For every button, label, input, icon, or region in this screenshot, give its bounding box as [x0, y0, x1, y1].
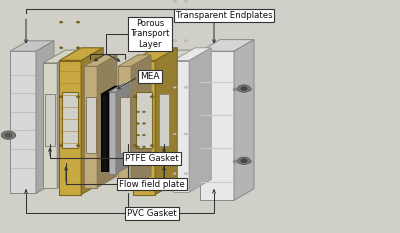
Circle shape	[76, 96, 80, 98]
Circle shape	[150, 21, 154, 23]
Polygon shape	[118, 55, 151, 66]
Polygon shape	[136, 92, 152, 148]
Polygon shape	[108, 86, 122, 171]
Polygon shape	[81, 48, 103, 195]
Polygon shape	[101, 94, 108, 171]
Polygon shape	[133, 61, 155, 195]
Circle shape	[142, 123, 146, 124]
Circle shape	[173, 133, 176, 135]
Circle shape	[142, 111, 146, 113]
Polygon shape	[131, 55, 151, 188]
Circle shape	[241, 159, 247, 162]
Circle shape	[136, 134, 140, 136]
Circle shape	[76, 21, 80, 23]
Text: Porous
Transport
Layer: Porous Transport Layer	[130, 19, 170, 49]
Polygon shape	[59, 61, 81, 195]
Polygon shape	[86, 97, 96, 153]
Polygon shape	[120, 97, 130, 153]
Polygon shape	[116, 84, 130, 174]
Polygon shape	[10, 51, 36, 193]
Circle shape	[238, 85, 250, 92]
Polygon shape	[109, 92, 116, 174]
Circle shape	[173, 173, 176, 175]
Polygon shape	[84, 66, 97, 188]
Circle shape	[134, 145, 137, 147]
Circle shape	[142, 134, 146, 136]
Circle shape	[150, 145, 154, 147]
Circle shape	[136, 111, 140, 113]
Circle shape	[184, 133, 188, 135]
Polygon shape	[62, 92, 78, 148]
Circle shape	[76, 145, 80, 147]
Text: MEA: MEA	[140, 72, 160, 81]
Circle shape	[184, 0, 188, 2]
Text: PTFE Gasket: PTFE Gasket	[125, 154, 179, 163]
Polygon shape	[159, 94, 169, 146]
Circle shape	[184, 86, 188, 88]
Circle shape	[150, 96, 154, 98]
Circle shape	[173, 86, 176, 88]
Polygon shape	[43, 63, 57, 188]
Polygon shape	[200, 51, 234, 200]
Circle shape	[134, 21, 137, 23]
Polygon shape	[133, 48, 177, 61]
Circle shape	[184, 40, 188, 42]
Circle shape	[142, 146, 146, 148]
Polygon shape	[234, 40, 254, 200]
Circle shape	[184, 173, 188, 175]
Circle shape	[136, 146, 140, 148]
Polygon shape	[173, 48, 211, 61]
Polygon shape	[43, 50, 79, 63]
Circle shape	[241, 87, 247, 90]
Polygon shape	[155, 48, 177, 195]
Circle shape	[76, 47, 80, 49]
Text: Transparent Endplates: Transparent Endplates	[176, 11, 272, 20]
Polygon shape	[59, 48, 103, 61]
Polygon shape	[57, 50, 79, 188]
Text: Flow field plate: Flow field plate	[119, 180, 185, 188]
Polygon shape	[84, 55, 117, 66]
Circle shape	[173, 40, 176, 42]
Circle shape	[60, 145, 63, 147]
Circle shape	[238, 157, 250, 164]
Polygon shape	[118, 66, 131, 188]
Circle shape	[134, 96, 137, 98]
Polygon shape	[157, 50, 193, 63]
Polygon shape	[10, 41, 54, 51]
Circle shape	[134, 47, 137, 49]
Polygon shape	[173, 61, 189, 192]
Circle shape	[60, 47, 63, 49]
Circle shape	[60, 96, 63, 98]
Polygon shape	[200, 40, 254, 51]
Circle shape	[136, 123, 140, 124]
Text: PVC Gasket: PVC Gasket	[127, 209, 177, 218]
Polygon shape	[109, 84, 130, 92]
Polygon shape	[101, 86, 122, 94]
Polygon shape	[36, 41, 54, 193]
Circle shape	[5, 133, 12, 137]
Polygon shape	[157, 63, 171, 188]
Circle shape	[173, 0, 176, 2]
Circle shape	[1, 131, 16, 139]
Circle shape	[150, 47, 154, 49]
Circle shape	[60, 21, 63, 23]
Polygon shape	[189, 48, 211, 192]
Polygon shape	[171, 50, 193, 188]
Polygon shape	[45, 94, 55, 146]
Polygon shape	[97, 55, 117, 188]
